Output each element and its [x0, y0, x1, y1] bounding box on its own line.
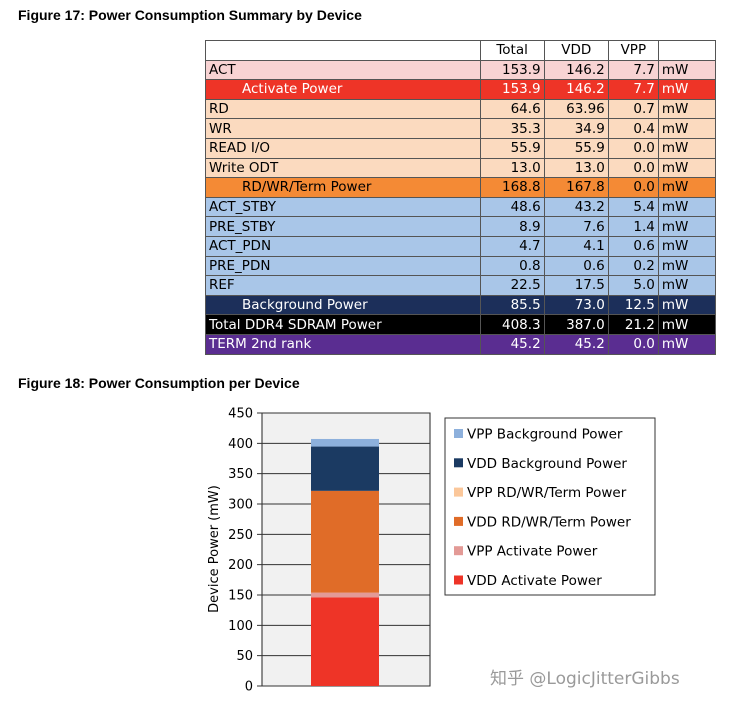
cell-vpp: 0.0 [607, 333, 659, 355]
power-summary-table: Total VDD VPP ACT 153.9 146.2 7.7 mW Activate Po… [205, 40, 717, 355]
y-tick-label: 350 [228, 467, 253, 482]
table-row: REF 22.5 17.5 5.0 mW [205, 275, 717, 296]
legend-swatch [454, 516, 463, 526]
cell-label: Write ODT [205, 157, 481, 179]
cell-total: 45.2 [479, 333, 545, 355]
cell-total: 85.5 [479, 294, 545, 316]
cell-vdd: 55.9 [543, 137, 609, 159]
bar-segment [311, 446, 379, 491]
y-tick-label: 450 [228, 407, 253, 422]
cell-unit: mW [657, 235, 717, 257]
table-row: ACT 153.9 146.2 7.7 mW [205, 59, 717, 81]
legend-label: VDD Activate Power [467, 573, 602, 589]
cell-unit: mW [657, 333, 717, 355]
table-row: TERM 2nd rank 45.2 45.2 0.0 mW [205, 333, 717, 355]
cell-unit: mW [657, 255, 717, 277]
table-row: PRE_PDN 0.8 0.6 0.2 mW [205, 255, 717, 277]
legend-swatch [454, 429, 463, 438]
cell-unit: mW [657, 137, 717, 159]
cell-total: 35.3 [479, 118, 545, 139]
legend-swatch [454, 458, 463, 468]
cell-unit: mW [657, 79, 717, 100]
cell-total: 168.8 [479, 177, 545, 198]
cell-label: TERM 2nd rank [205, 333, 481, 355]
table-row: ACT_PDN 4.7 4.1 0.6 mW [205, 235, 717, 257]
legend-swatch [454, 546, 463, 556]
cell-vpp: 0.2 [607, 255, 659, 277]
legend-label: VPP RD/WR/Term Power [467, 485, 627, 501]
bar-segment [311, 592, 379, 598]
figure-18-title: Figure 18: Power Consumption per Device [18, 375, 300, 391]
y-tick-label: 300 [228, 498, 253, 513]
table-row: Background Power 85.5 73.0 12.5 mW [205, 294, 717, 316]
legend-swatch [454, 487, 463, 497]
legend-swatch [454, 575, 463, 585]
cell-total: 408.3 [479, 314, 545, 335]
cell-vpp: 1.4 [607, 216, 659, 237]
table-row: PRE_STBY 8.9 7.6 1.4 mW [205, 216, 717, 237]
cell-unit: mW [657, 118, 717, 139]
cell-vdd: 17.5 [543, 275, 609, 296]
table-row: Activate Power 153.9 146.2 7.7 mW [205, 79, 717, 100]
table-row: Total DDR4 SDRAM Power 408.3 387.0 21.2 mW [205, 314, 717, 335]
cell-vdd: 4.1 [543, 235, 609, 257]
cell-vdd: 0.6 [543, 255, 609, 277]
cell-label: Background Power [205, 294, 481, 316]
cell-vdd: 45.2 [543, 333, 609, 355]
cell-total: 64.6 [479, 98, 545, 120]
y-tick-label: 100 [228, 619, 253, 634]
y-tick-label: 200 [228, 558, 253, 573]
bar-segment [311, 597, 379, 686]
cell-label: RD [205, 98, 481, 120]
y-tick-label: 250 [228, 528, 253, 543]
cell-vdd: 7.6 [543, 216, 609, 237]
y-tick-label: 0 [245, 680, 253, 695]
legend-label: VDD Background Power [467, 456, 627, 472]
table-row: Write ODT 13.0 13.0 0.0 mW [205, 157, 717, 179]
cell-unit: mW [657, 59, 717, 81]
cell-unit: mW [657, 157, 717, 179]
bar-segment [311, 490, 379, 593]
y-axis-label: Device Power (mW) [207, 485, 222, 613]
watermark: 知乎 @LogicJitterGibbs [490, 669, 680, 689]
legend-label: VDD RD/WR/Term Power [467, 514, 631, 530]
table-row: WR 35.3 34.9 0.4 mW [205, 118, 717, 139]
y-tick-label: 400 [228, 437, 253, 452]
cell-label: PRE_STBY [205, 216, 481, 237]
cell-label: PRE_PDN [205, 255, 481, 277]
legend [444, 417, 656, 596]
table-header-row: Total VDD VPP [205, 40, 717, 61]
legend-label: VPP Background Power [467, 427, 623, 443]
table-row: READ I/O 55.9 55.9 0.0 mW [205, 137, 717, 159]
cell-total: 55.9 [479, 137, 545, 159]
bar-segment [311, 438, 379, 447]
cell-vpp: 0.0 [607, 177, 659, 198]
cell-unit: mW [657, 177, 717, 198]
cell-total: 48.6 [479, 196, 545, 218]
figure-17-title: Figure 17: Power Consumption Summary by … [18, 7, 362, 23]
legend-label: VPP Activate Power [467, 544, 598, 560]
cell-vpp: 0.6 [607, 235, 659, 257]
y-tick-label: 50 [236, 649, 253, 664]
y-tick-label: 150 [228, 589, 253, 604]
